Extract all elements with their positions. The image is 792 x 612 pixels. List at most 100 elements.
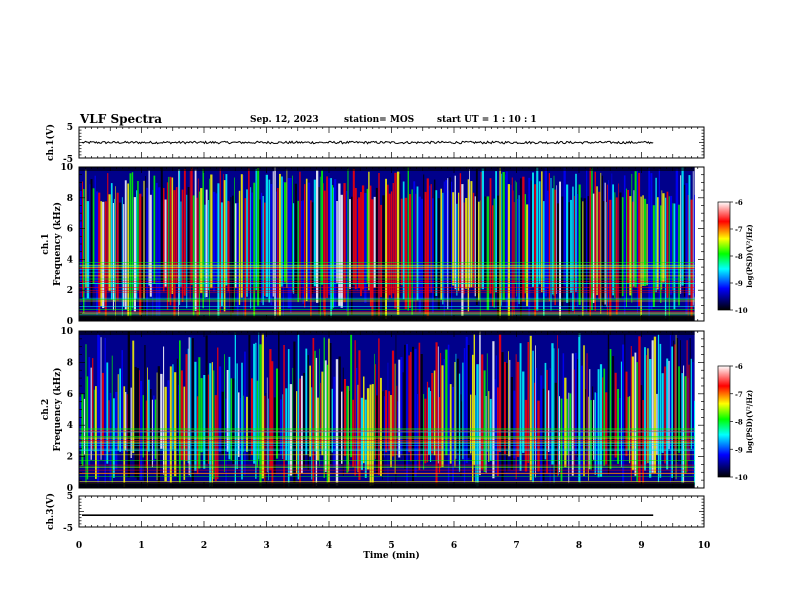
spectrogram-streak bbox=[316, 170, 319, 303]
spectrogram-streak bbox=[473, 334, 475, 466]
spectrogram-streak bbox=[89, 184, 91, 300]
spectrogram-streak bbox=[573, 369, 575, 465]
spectrogram-streak bbox=[293, 341, 296, 483]
spectrogram-streak bbox=[586, 353, 588, 474]
spectrogram-streak bbox=[465, 336, 468, 464]
spectrogram-streak bbox=[140, 380, 143, 480]
spectrogram-streak bbox=[470, 394, 472, 454]
spectrogram-streak bbox=[83, 189, 85, 313]
spectrogram-streak bbox=[640, 196, 642, 321]
spectrogram-streak bbox=[526, 204, 529, 307]
spectrogram-streak bbox=[125, 392, 127, 451]
spectrogram-streak bbox=[287, 178, 290, 309]
spectrogram-streak bbox=[323, 337, 325, 478]
spectrogram-streak bbox=[406, 344, 408, 487]
ch2-spectrogram-colorbar-tick-label: -7 bbox=[735, 390, 743, 399]
spectrogram-streak bbox=[90, 367, 92, 460]
spectrogram-streak bbox=[313, 179, 316, 287]
spectrogram-streak bbox=[443, 181, 445, 318]
spectrogram-streak bbox=[270, 184, 273, 306]
spectrogram-streak bbox=[690, 199, 693, 318]
spectrogram-streak bbox=[194, 361, 197, 471]
ch1-spectrogram-ytick-label: 0 bbox=[67, 317, 73, 327]
spectrogram-streak bbox=[164, 386, 167, 482]
spectrogram-streak bbox=[132, 340, 135, 454]
spectrogram-layer bbox=[79, 140, 696, 517]
spectrogram-streak bbox=[297, 200, 299, 303]
spectrogram-streak bbox=[587, 196, 589, 313]
spectrogram-streak bbox=[554, 189, 556, 306]
spectrogram-streak bbox=[142, 395, 144, 458]
spectrogram-streak bbox=[257, 168, 260, 306]
spectrogram-streak bbox=[229, 201, 231, 308]
spectrogram-streak bbox=[210, 174, 213, 289]
spectrogram-streak bbox=[209, 363, 212, 488]
spectrogram-streak bbox=[277, 188, 279, 318]
spectrogram-streak bbox=[274, 167, 276, 319]
ch1-spectrogram-colorbar-tick-label: -10 bbox=[735, 306, 748, 315]
spectrogram-streak bbox=[81, 393, 84, 466]
spectrogram-streak bbox=[248, 334, 251, 461]
spectrogram-streak bbox=[258, 332, 260, 460]
spectrogram-streak bbox=[572, 186, 574, 311]
spectrogram-streak bbox=[238, 190, 241, 305]
spectrogram-streak bbox=[452, 386, 454, 482]
spectrogram-streak bbox=[609, 349, 612, 470]
spectrogram-streak bbox=[684, 376, 687, 474]
spectrogram-streak bbox=[460, 394, 462, 477]
spectrogram-streak bbox=[121, 197, 123, 317]
spectrogram-streak bbox=[626, 188, 627, 308]
spectrogram-streak bbox=[463, 348, 466, 484]
spectrogram-streak bbox=[318, 187, 320, 314]
ch2-spectrogram-ytick-label: 2 bbox=[67, 453, 73, 463]
spectrogram-streak bbox=[226, 370, 229, 452]
spectrogram-streak bbox=[449, 177, 451, 307]
x-tick-label: 9 bbox=[638, 541, 644, 551]
spectrogram-streak bbox=[354, 188, 357, 290]
spectrogram-streak bbox=[363, 376, 365, 464]
spectrogram-streak bbox=[99, 335, 101, 450]
spectrogram-streak bbox=[230, 378, 233, 461]
spectrogram-streak bbox=[543, 201, 545, 316]
spectrogram-streak bbox=[232, 195, 234, 313]
spectrogram-streak bbox=[387, 362, 389, 486]
spectrogram-streak bbox=[261, 333, 264, 479]
spectrogram-streak bbox=[304, 184, 306, 308]
spectrogram-streak bbox=[472, 192, 475, 287]
spectrogram-streak bbox=[442, 192, 444, 305]
spectrogram-streak bbox=[191, 338, 194, 483]
spectrogram-streak bbox=[326, 176, 328, 299]
spectrogram-streak bbox=[516, 198, 518, 308]
spectrogram-streak bbox=[173, 190, 176, 319]
spectrogram-streak bbox=[100, 201, 102, 306]
spectrogram-streak bbox=[484, 196, 487, 283]
spectrogram-streak bbox=[92, 188, 95, 284]
spectrogram-streak bbox=[617, 389, 619, 464]
spectrogram-streak bbox=[488, 391, 490, 462]
spectrogram-streak bbox=[470, 181, 473, 288]
spectrogram-streak bbox=[347, 168, 349, 316]
spectrogram-streak bbox=[234, 177, 235, 306]
spectrogram-streak bbox=[673, 340, 675, 481]
spectrogram-streak bbox=[356, 367, 358, 470]
spectrogram-streak bbox=[541, 171, 543, 293]
spectrogram-streak bbox=[603, 201, 605, 308]
spectrogram-streak bbox=[669, 335, 671, 483]
spectrogram-streak bbox=[349, 390, 351, 463]
spectrogram-streak bbox=[360, 192, 362, 297]
spectrogram-streak bbox=[513, 390, 516, 459]
spectrogram-streak bbox=[498, 334, 502, 453]
spectrogram-streak bbox=[253, 343, 255, 464]
spectrogram-streak bbox=[559, 396, 560, 473]
ch2-spectrogram-ytick-label: 6 bbox=[67, 390, 73, 400]
spectrogram-streak bbox=[334, 179, 337, 307]
spectrogram-streak bbox=[326, 364, 329, 483]
spectrogram-streak bbox=[133, 197, 136, 312]
spectrogram-streak bbox=[351, 196, 353, 315]
spectrogram-streak bbox=[328, 338, 330, 487]
spectrogram-streak bbox=[435, 342, 438, 487]
spectrogram-streak bbox=[163, 188, 165, 292]
ch1-voltage-ytick-label: -5 bbox=[63, 155, 73, 165]
spectrogram-streak bbox=[251, 192, 253, 285]
x-tick-label: 0 bbox=[76, 541, 82, 551]
